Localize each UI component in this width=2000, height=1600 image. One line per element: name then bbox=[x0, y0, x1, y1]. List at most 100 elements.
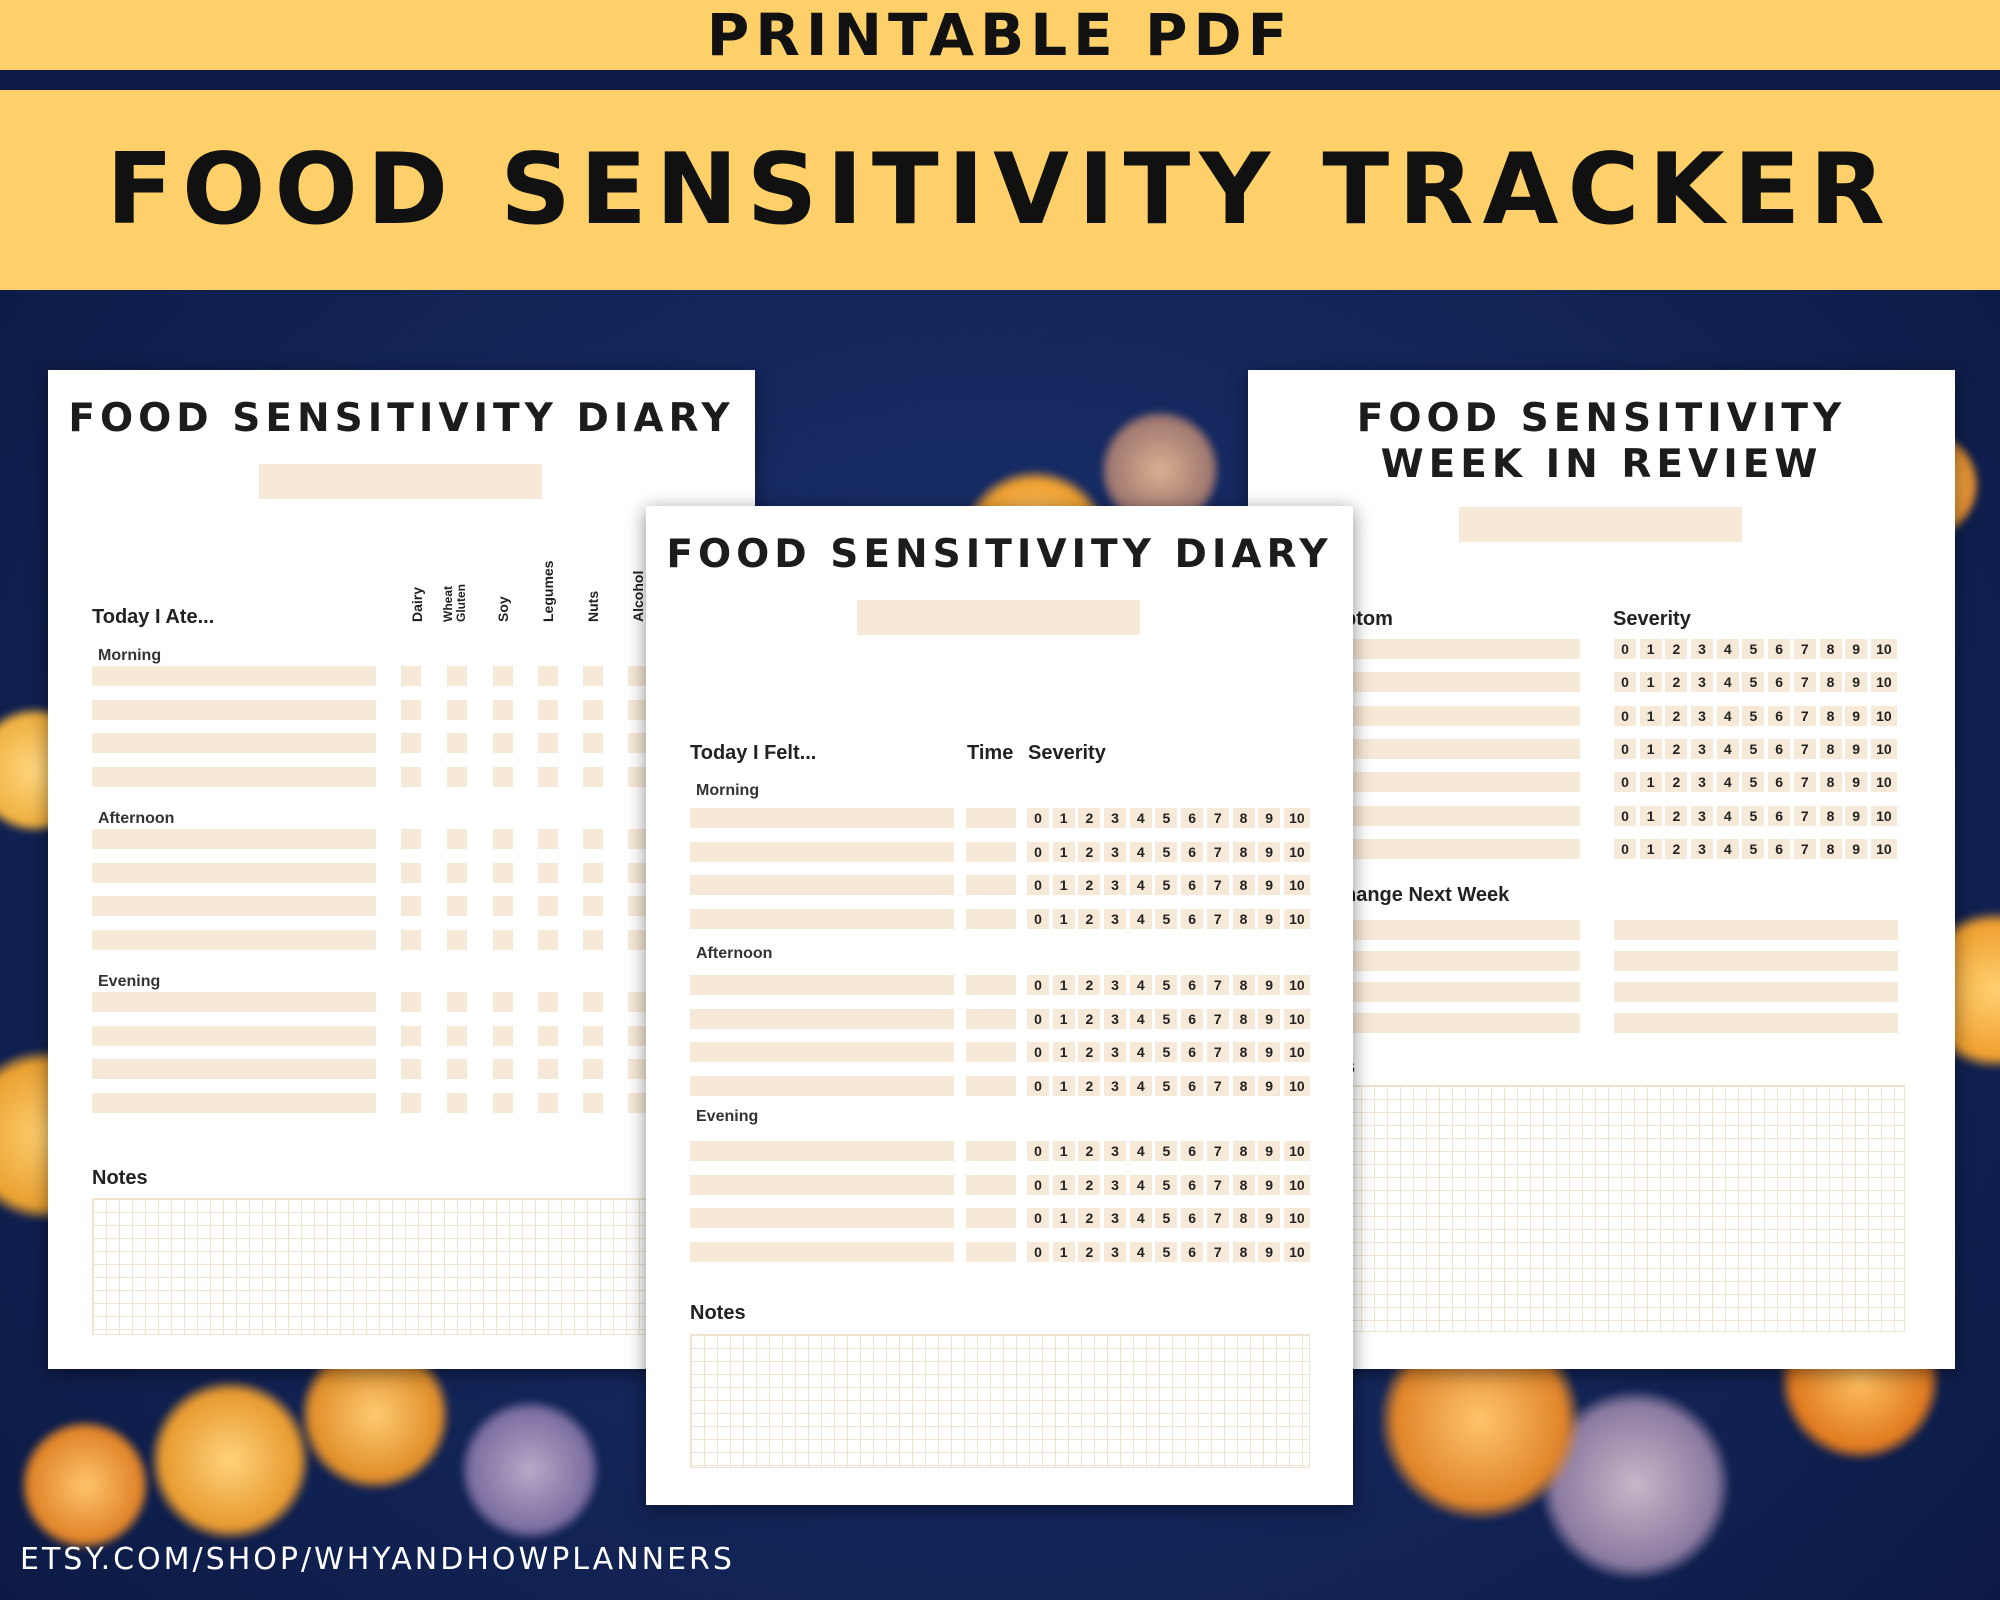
severity-option[interactable]: 1 bbox=[1639, 772, 1662, 793]
severity-option[interactable]: 1 bbox=[1052, 1208, 1075, 1228]
severity-option[interactable]: 4 bbox=[1129, 1241, 1152, 1262]
severity-option[interactable]: 5 bbox=[1155, 1241, 1178, 1262]
severity-option[interactable]: 4 bbox=[1129, 875, 1152, 895]
severity-option[interactable]: 5 bbox=[1155, 1075, 1178, 1096]
food-entry-field[interactable] bbox=[92, 896, 376, 916]
severity-option[interactable]: 9 bbox=[1258, 841, 1281, 862]
severity-option[interactable]: 10 bbox=[1870, 639, 1897, 659]
severity-option[interactable]: 7 bbox=[1206, 1008, 1229, 1029]
severity-option[interactable]: 10 bbox=[1870, 672, 1897, 693]
symptom-field[interactable] bbox=[1308, 705, 1580, 726]
food-checkbox[interactable] bbox=[628, 666, 648, 686]
food-checkbox[interactable] bbox=[628, 1092, 648, 1113]
severity-option[interactable]: 7 bbox=[1206, 1075, 1229, 1096]
severity-option[interactable]: 5 bbox=[1155, 875, 1178, 895]
severity-option[interactable]: 9 bbox=[1258, 1075, 1281, 1096]
severity-option[interactable]: 3 bbox=[1104, 1174, 1127, 1195]
severity-option[interactable]: 4 bbox=[1129, 1008, 1152, 1029]
food-checkbox[interactable] bbox=[538, 829, 558, 849]
food-checkbox[interactable] bbox=[583, 829, 603, 849]
food-checkbox[interactable] bbox=[401, 929, 421, 950]
severity-option[interactable]: 2 bbox=[1078, 1241, 1101, 1262]
severity-option[interactable]: 2 bbox=[1078, 1075, 1101, 1096]
food-checkbox[interactable] bbox=[628, 992, 648, 1012]
severity-option[interactable]: 2 bbox=[1078, 975, 1101, 995]
severity-option[interactable]: 9 bbox=[1845, 738, 1868, 759]
food-checkbox[interactable] bbox=[447, 829, 467, 849]
food-checkbox[interactable] bbox=[447, 666, 467, 686]
time-field[interactable] bbox=[966, 1008, 1016, 1029]
food-checkbox[interactable] bbox=[493, 1092, 513, 1113]
severity-option[interactable]: 6 bbox=[1181, 1042, 1204, 1062]
food-checkbox[interactable] bbox=[401, 1092, 421, 1113]
severity-option[interactable]: 0 bbox=[1027, 975, 1049, 995]
time-field[interactable] bbox=[966, 908, 1016, 929]
severity-option[interactable]: 1 bbox=[1639, 639, 1662, 659]
severity-option[interactable]: 9 bbox=[1845, 805, 1868, 826]
time-field[interactable] bbox=[966, 1174, 1016, 1195]
severity-option[interactable]: 9 bbox=[1845, 672, 1868, 693]
symptom-entry-field[interactable] bbox=[690, 841, 954, 862]
severity-option[interactable]: 2 bbox=[1078, 908, 1101, 929]
severity-option[interactable]: 9 bbox=[1258, 1141, 1281, 1161]
food-entry-field[interactable] bbox=[92, 829, 376, 849]
change-field[interactable] bbox=[1614, 920, 1898, 940]
food-checkbox[interactable] bbox=[538, 766, 558, 787]
symptom-field[interactable] bbox=[1308, 772, 1580, 793]
severity-option[interactable]: 4 bbox=[1716, 772, 1739, 793]
change-field[interactable] bbox=[1614, 1013, 1898, 1033]
severity-option[interactable]: 9 bbox=[1258, 908, 1281, 929]
severity-option[interactable]: 3 bbox=[1691, 672, 1714, 693]
severity-option[interactable]: 7 bbox=[1206, 841, 1229, 862]
food-checkbox[interactable] bbox=[628, 733, 648, 753]
food-checkbox[interactable] bbox=[583, 766, 603, 787]
severity-option[interactable]: 6 bbox=[1181, 841, 1204, 862]
severity-option[interactable]: 4 bbox=[1129, 808, 1152, 828]
severity-option[interactable]: 1 bbox=[1052, 1141, 1075, 1161]
food-entry-field[interactable] bbox=[92, 992, 376, 1012]
symptom-field[interactable] bbox=[1308, 738, 1580, 759]
severity-option[interactable]: 2 bbox=[1665, 705, 1688, 726]
severity-option[interactable]: 3 bbox=[1691, 738, 1714, 759]
severity-option[interactable]: 5 bbox=[1155, 1208, 1178, 1228]
severity-option[interactable]: 5 bbox=[1742, 738, 1765, 759]
severity-option[interactable]: 10 bbox=[1870, 772, 1897, 793]
severity-option[interactable]: 7 bbox=[1793, 672, 1816, 693]
severity-option[interactable]: 7 bbox=[1206, 875, 1229, 895]
food-checkbox[interactable] bbox=[401, 733, 421, 753]
severity-option[interactable]: 0 bbox=[1614, 672, 1636, 693]
change-field[interactable] bbox=[1614, 951, 1898, 971]
food-checkbox[interactable] bbox=[538, 733, 558, 753]
severity-option[interactable]: 2 bbox=[1078, 1208, 1101, 1228]
severity-option[interactable]: 0 bbox=[1614, 639, 1636, 659]
severity-option[interactable]: 4 bbox=[1129, 1075, 1152, 1096]
severity-option[interactable]: 6 bbox=[1181, 975, 1204, 995]
severity-option[interactable]: 1 bbox=[1052, 1042, 1075, 1062]
food-checkbox[interactable] bbox=[493, 992, 513, 1012]
severity-option[interactable]: 7 bbox=[1793, 838, 1816, 859]
food-checkbox[interactable] bbox=[583, 992, 603, 1012]
food-entry-field[interactable] bbox=[92, 699, 376, 720]
severity-option[interactable]: 7 bbox=[1793, 738, 1816, 759]
severity-option[interactable]: 6 bbox=[1181, 908, 1204, 929]
food-checkbox[interactable] bbox=[628, 766, 648, 787]
food-checkbox[interactable] bbox=[583, 1092, 603, 1113]
severity-option[interactable]: 8 bbox=[1232, 1042, 1255, 1062]
severity-option[interactable]: 10 bbox=[1870, 805, 1897, 826]
food-checkbox[interactable] bbox=[583, 862, 603, 883]
severity-option[interactable]: 2 bbox=[1665, 838, 1688, 859]
food-checkbox[interactable] bbox=[583, 929, 603, 950]
severity-option[interactable]: 4 bbox=[1129, 1042, 1152, 1062]
time-field[interactable] bbox=[966, 1075, 1016, 1096]
severity-option[interactable]: 8 bbox=[1232, 975, 1255, 995]
severity-option[interactable]: 6 bbox=[1181, 1208, 1204, 1228]
severity-option[interactable]: 10 bbox=[1283, 1141, 1310, 1161]
food-checkbox[interactable] bbox=[447, 1092, 467, 1113]
food-entry-field[interactable] bbox=[92, 766, 376, 787]
symptom-field[interactable] bbox=[1308, 838, 1580, 859]
severity-option[interactable]: 2 bbox=[1078, 1174, 1101, 1195]
severity-option[interactable]: 2 bbox=[1078, 875, 1101, 895]
food-checkbox[interactable] bbox=[447, 733, 467, 753]
severity-option[interactable]: 6 bbox=[1181, 875, 1204, 895]
severity-option[interactable]: 6 bbox=[1768, 838, 1791, 859]
